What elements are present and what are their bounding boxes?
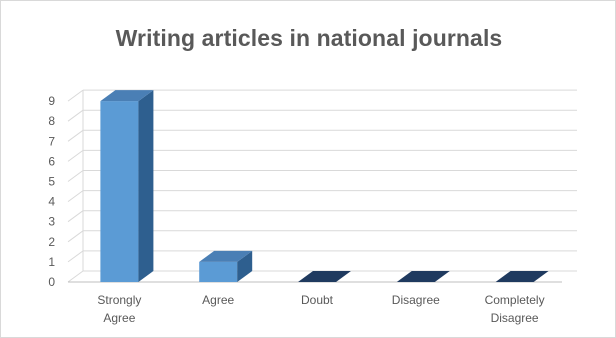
y-tick-label: 4 <box>48 195 55 209</box>
gridline-wall-edge <box>67 190 84 203</box>
bar-zero <box>396 271 450 282</box>
gridline-wall-edge <box>67 170 84 182</box>
y-tick-label: 7 <box>48 134 55 148</box>
gridline-wall-edge <box>67 149 84 162</box>
y-tick-label: 1 <box>48 255 55 269</box>
gridline-wall-edge <box>67 270 84 283</box>
gridline-wall-edge <box>67 129 84 142</box>
chart-title: Writing articles in national journals <box>115 25 503 51</box>
x-category-label: Completely <box>485 293 545 307</box>
x-category-label: Strongly <box>97 293 141 307</box>
bar-top <box>100 90 154 102</box>
y-tick-label: 6 <box>48 154 55 168</box>
y-tick-label: 5 <box>48 175 55 189</box>
gridline-wall-edge <box>67 250 84 263</box>
gridline-wall-edge <box>67 109 84 122</box>
x-category-label: Agree <box>202 293 234 307</box>
x-category-label: Disagree <box>491 311 539 325</box>
gridline-wall-edge <box>67 230 84 243</box>
bar-side <box>237 250 253 282</box>
x-category-label: Agree <box>103 311 135 325</box>
y-tick-label: 9 <box>48 94 55 108</box>
y-tick-label: 0 <box>48 275 55 289</box>
x-category-label: Disagree <box>392 293 440 307</box>
bar-side <box>138 90 154 282</box>
y-tick-label: 8 <box>48 114 55 128</box>
y-tick-label: 2 <box>48 235 55 249</box>
bar-front <box>100 101 139 282</box>
x-category-label: Doubt <box>301 293 334 307</box>
bar-zero <box>298 271 351 282</box>
bar-top <box>199 250 253 262</box>
bar-front <box>199 261 238 282</box>
gridline-wall-edge <box>67 89 84 102</box>
y-tick-label: 3 <box>48 215 55 229</box>
gridline-wall-edge <box>67 210 84 223</box>
bar-zero <box>495 271 549 282</box>
